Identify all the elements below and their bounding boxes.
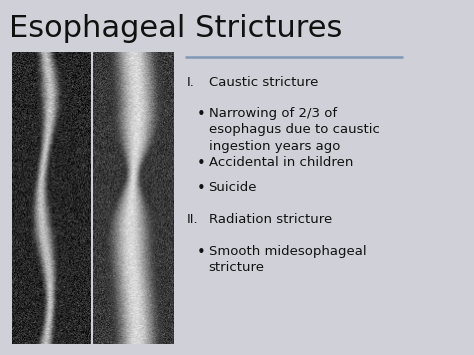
Text: Esophageal Strictures: Esophageal Strictures xyxy=(9,14,343,43)
Text: Radiation stricture: Radiation stricture xyxy=(209,213,332,226)
Text: II.: II. xyxy=(187,213,199,226)
Text: Accidental in children: Accidental in children xyxy=(209,156,353,169)
Text: Caustic stricture: Caustic stricture xyxy=(209,76,318,89)
Text: •: • xyxy=(197,156,205,171)
Text: •: • xyxy=(197,106,205,121)
Text: •: • xyxy=(197,245,205,260)
Text: Smooth midesophageal
stricture: Smooth midesophageal stricture xyxy=(209,245,366,274)
Text: •: • xyxy=(197,181,205,196)
Text: Suicide: Suicide xyxy=(209,181,257,194)
Text: I.: I. xyxy=(187,76,195,89)
Text: Narrowing of 2/3 of
esophagus due to caustic
ingestion years ago: Narrowing of 2/3 of esophagus due to cau… xyxy=(209,106,379,153)
